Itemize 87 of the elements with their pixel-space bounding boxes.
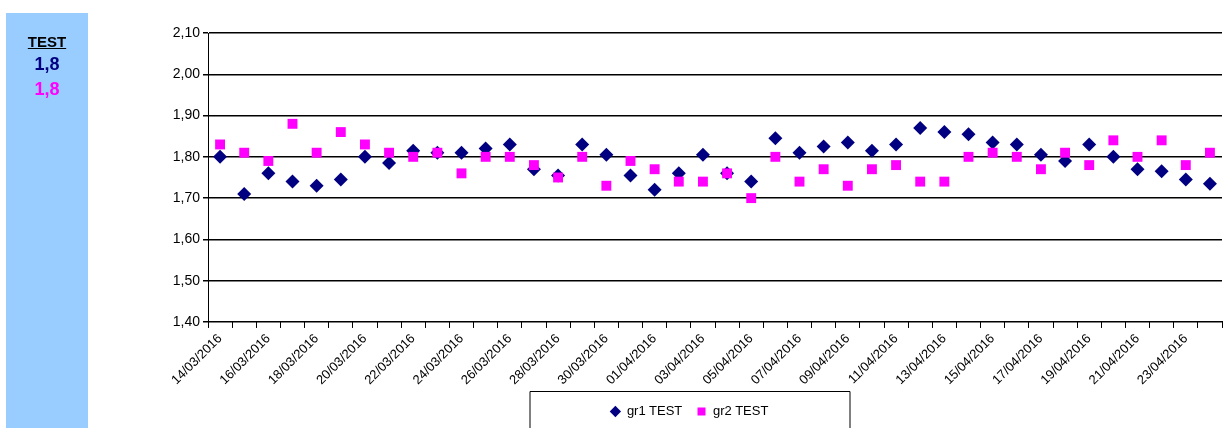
point <box>625 156 636 166</box>
point <box>213 149 228 164</box>
point <box>695 147 710 162</box>
point <box>768 131 783 146</box>
point <box>770 151 781 162</box>
point <box>553 172 564 183</box>
y-tick-label: 1,80 <box>172 147 201 164</box>
point <box>285 174 300 189</box>
point <box>1035 164 1046 175</box>
point <box>913 120 928 135</box>
point <box>287 118 298 129</box>
text: 1,8 <box>33 54 61 75</box>
point <box>889 137 904 152</box>
point <box>673 176 684 187</box>
y-tick-label: 2,00 <box>172 65 201 82</box>
point <box>454 145 469 160</box>
point <box>575 137 590 152</box>
y-tick-label: 1,90 <box>172 106 201 123</box>
y-tick-label: 2,10 <box>172 23 201 40</box>
point <box>623 168 638 183</box>
point <box>311 147 322 158</box>
point <box>263 156 274 166</box>
point <box>961 127 976 142</box>
point <box>577 151 588 162</box>
point <box>1009 137 1024 152</box>
point <box>1204 147 1215 158</box>
point <box>794 176 805 187</box>
point <box>939 176 950 187</box>
point <box>1060 147 1071 158</box>
point <box>1180 160 1191 171</box>
legend-label: gr2 TEST <box>713 403 769 419</box>
y-tick-label: 1,70 <box>172 188 201 205</box>
point <box>384 147 395 158</box>
y-tick-label: 1,50 <box>172 271 201 288</box>
point <box>528 160 539 171</box>
point <box>840 135 855 150</box>
point <box>842 180 853 191</box>
point <box>1082 137 1097 152</box>
point <box>504 151 515 162</box>
point <box>1084 160 1095 171</box>
point <box>359 139 370 150</box>
point <box>456 168 467 179</box>
point <box>985 135 1000 150</box>
point <box>239 147 250 158</box>
point <box>480 151 491 162</box>
point <box>335 127 346 138</box>
point <box>864 143 879 158</box>
point <box>746 193 757 204</box>
point <box>891 160 902 171</box>
point <box>647 182 662 197</box>
point <box>1156 135 1167 146</box>
y-tick-label: 1,40 <box>172 312 201 329</box>
point <box>237 186 252 201</box>
point <box>1130 162 1145 177</box>
point <box>1132 151 1143 162</box>
point <box>502 137 517 152</box>
point <box>1106 149 1121 164</box>
point <box>333 172 348 187</box>
point <box>1108 135 1119 146</box>
point <box>915 176 926 187</box>
point <box>1178 172 1193 187</box>
point <box>963 151 974 162</box>
point <box>866 164 877 175</box>
point <box>382 156 397 171</box>
point <box>601 180 612 191</box>
point <box>816 139 831 154</box>
point <box>261 166 276 181</box>
point <box>697 176 708 187</box>
point <box>599 147 614 162</box>
point <box>215 139 226 150</box>
text: TEST <box>26 33 68 50</box>
point <box>987 147 998 158</box>
point <box>1202 176 1217 191</box>
point <box>792 145 807 160</box>
point <box>744 174 759 189</box>
text: 1,8 <box>33 79 61 100</box>
point <box>649 164 660 175</box>
y-tick-label: 1,60 <box>172 230 201 247</box>
point <box>1033 147 1048 162</box>
legend-label: gr1 TEST <box>626 403 683 419</box>
point <box>818 164 829 175</box>
point <box>1011 151 1022 162</box>
point <box>408 151 419 162</box>
point <box>357 149 372 164</box>
point <box>937 125 952 140</box>
point <box>1154 164 1169 179</box>
point <box>309 178 324 193</box>
